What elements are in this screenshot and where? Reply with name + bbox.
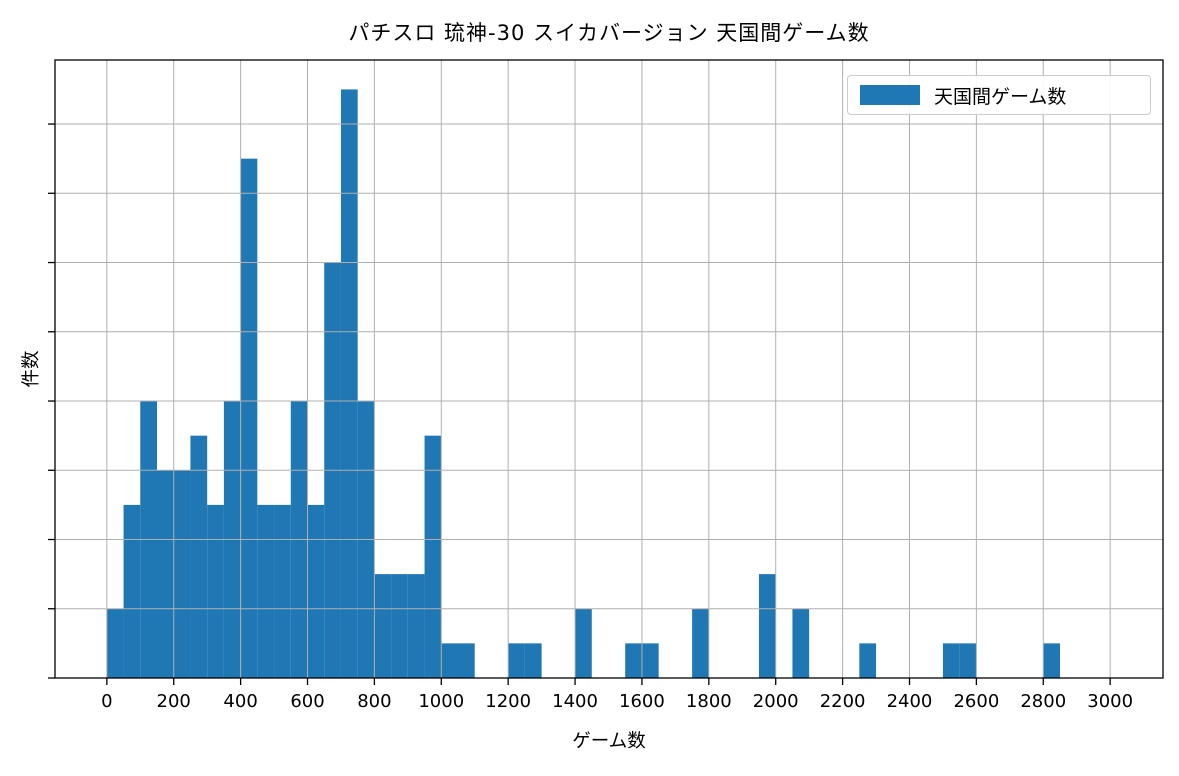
histogram-bar <box>524 643 542 678</box>
histogram-bar <box>340 89 358 679</box>
histogram-bar <box>792 608 810 678</box>
x-tick-label: 2000 <box>753 691 799 712</box>
histogram-bar <box>240 158 258 679</box>
x-tick-label: 2800 <box>1020 691 1066 712</box>
histogram-bar <box>173 470 191 678</box>
histogram-bar <box>374 574 392 678</box>
x-tick-label: 3000 <box>1087 691 1133 712</box>
x-tick-label: 1000 <box>418 691 464 712</box>
histogram-bar <box>157 470 174 678</box>
x-axis-label: ゲーム数 <box>572 731 646 752</box>
histogram-bar <box>207 504 224 678</box>
histogram-bar <box>625 643 642 678</box>
histogram-bar <box>1043 643 1060 678</box>
x-tick-label: 600 <box>290 691 324 712</box>
histogram-bar <box>458 643 475 678</box>
histogram-bar <box>942 643 960 678</box>
histogram-bar <box>391 574 408 678</box>
histogram-bar <box>407 574 425 678</box>
histogram-bar <box>190 435 208 678</box>
x-tick-label: 1400 <box>552 691 598 712</box>
x-tick-label: 800 <box>357 691 391 712</box>
plot-frame <box>54 59 1164 679</box>
x-tick-label: 2200 <box>820 691 866 712</box>
x-tick-label: 1200 <box>485 691 531 712</box>
legend-label: 天国間ゲーム数 <box>934 85 1067 108</box>
histogram-bar <box>759 574 776 678</box>
x-tick-label: 400 <box>223 691 257 712</box>
histogram-bar <box>641 643 659 678</box>
histogram-bar <box>959 643 977 678</box>
histogram-bar <box>424 435 442 678</box>
x-tick-label: 1800 <box>686 691 732 712</box>
x-tick-label: 0 <box>101 691 112 712</box>
x-tick-label: 1600 <box>619 691 665 712</box>
histogram-bar <box>692 608 709 678</box>
x-tick-label: 200 <box>157 691 191 712</box>
histogram-bar <box>307 504 325 678</box>
histogram-bar <box>441 643 458 678</box>
legend: 天国間ゲーム数 <box>847 75 1151 115</box>
legend-swatch <box>860 85 920 105</box>
y-axis-label: 件数 <box>21 350 42 388</box>
histogram-bar <box>257 504 275 678</box>
chart-title: パチスロ 琉神-30 スイカバージョン 天国間ゲーム数 <box>348 21 870 45</box>
histogram-bar <box>575 608 592 678</box>
x-tick-label: 2600 <box>953 691 999 712</box>
histogram-bar <box>123 504 141 678</box>
histogram-bar <box>274 504 291 678</box>
histogram-bar <box>106 608 124 678</box>
histogram-bar <box>508 643 525 678</box>
histogram-bar <box>859 643 877 678</box>
x-tick-label: 2400 <box>887 691 933 712</box>
